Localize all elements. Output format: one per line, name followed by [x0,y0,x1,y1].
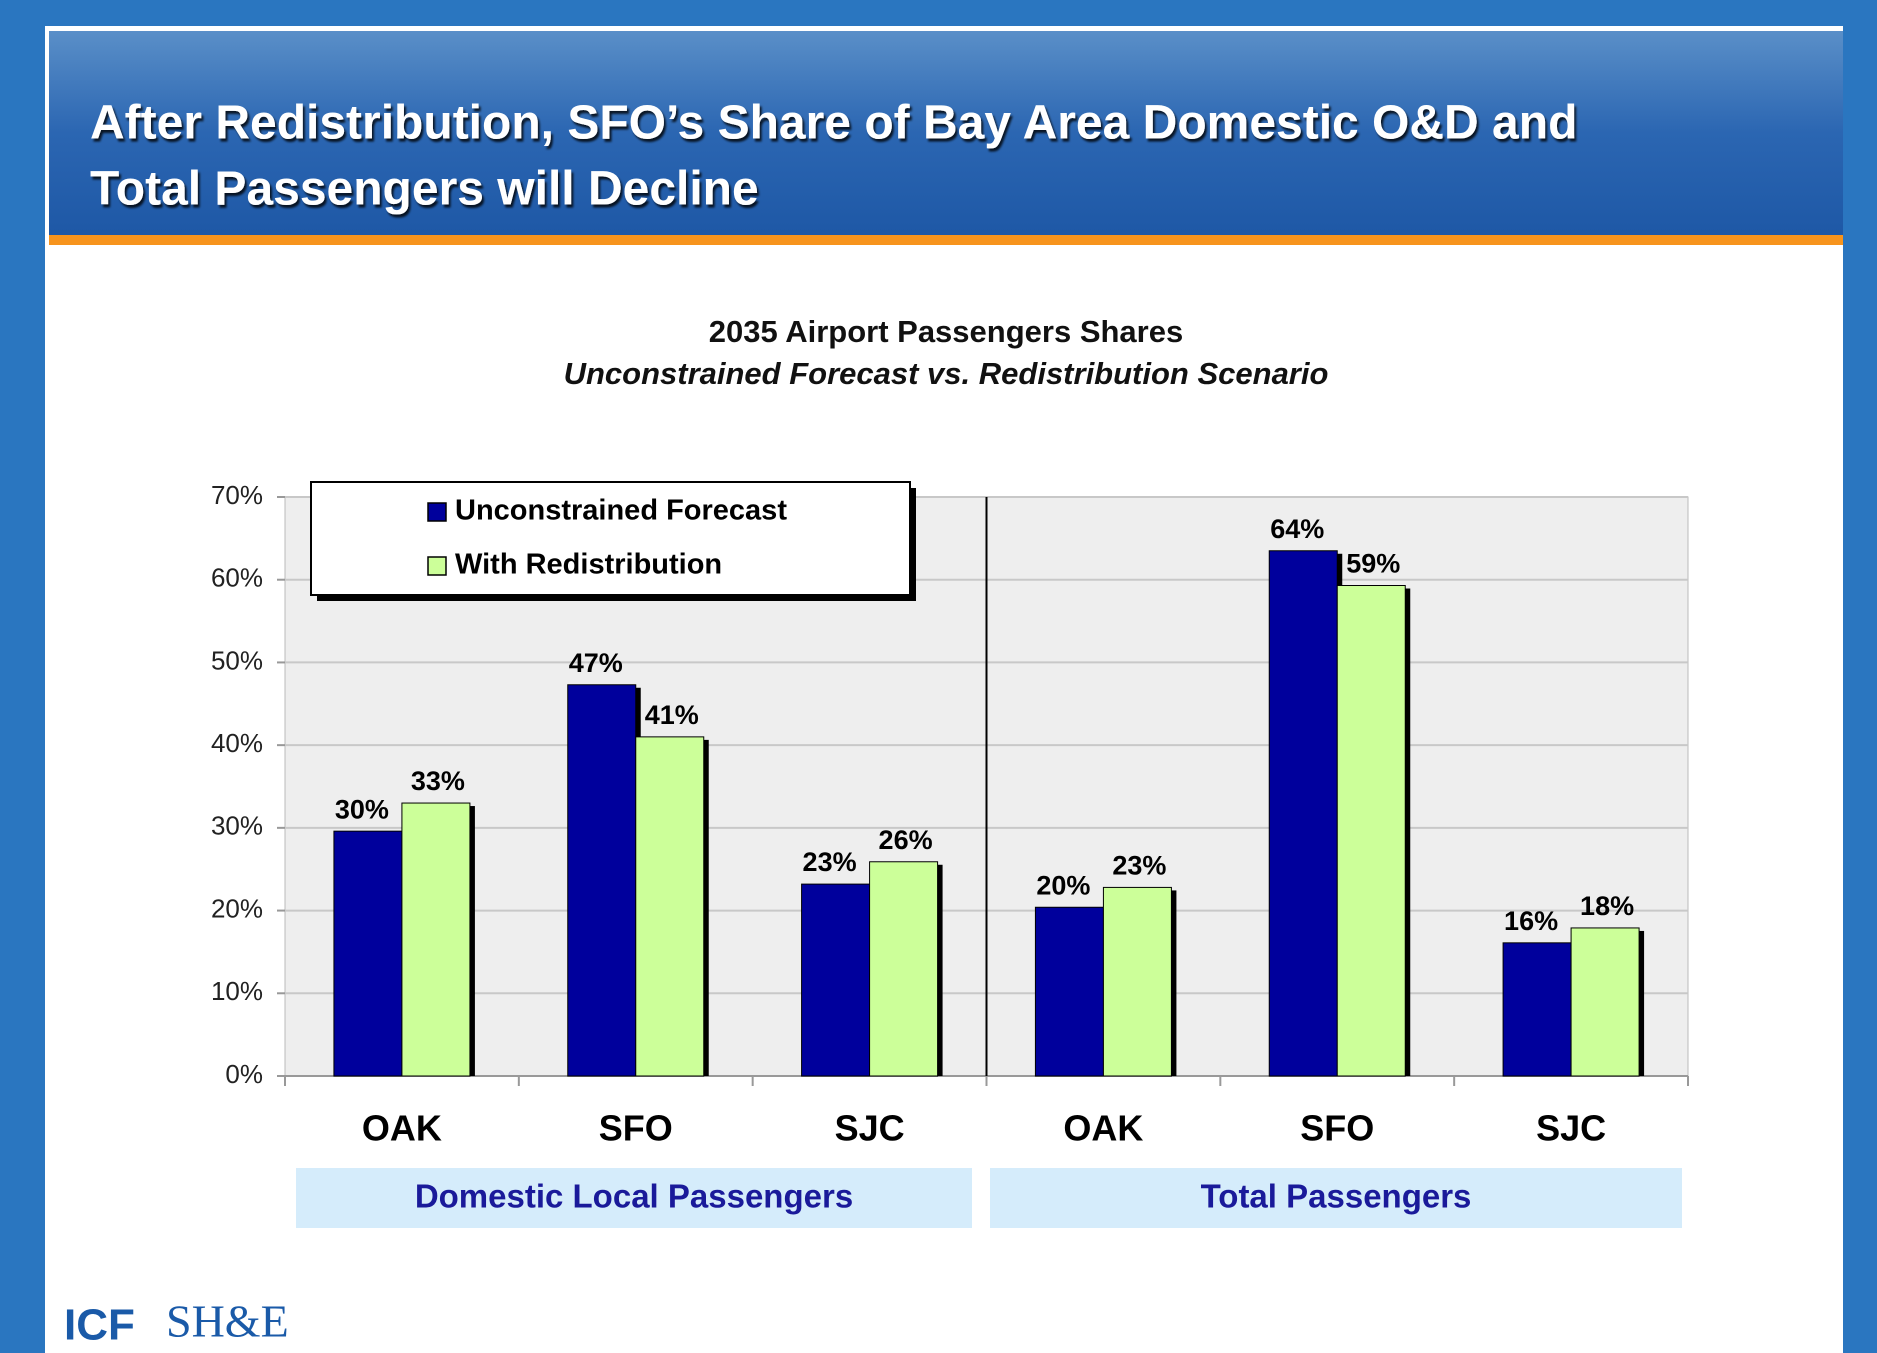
bar [401,802,471,1077]
y-tick-label: 10% [211,976,263,1006]
bar [635,736,705,1077]
bar [1570,927,1640,1077]
value-label: 64% [1270,514,1324,544]
bar [1502,942,1572,1077]
x-tick-label: SJC [835,1108,905,1149]
logo: SH&E [166,1296,289,1347]
legend-marker [427,502,447,522]
bar [567,684,637,1077]
header-title: Total Passengers will Decline [90,163,759,216]
bar [1268,550,1338,1077]
value-label: 23% [1112,851,1166,881]
x-tick-label: OAK [1063,1108,1143,1149]
value-label: 33% [411,766,465,796]
header-stripe [49,235,1843,245]
value-label: 16% [1504,906,1558,936]
value-label: 23% [803,847,857,877]
value-label: 18% [1580,891,1634,921]
y-tick-label: 40% [211,728,263,758]
bar [869,861,939,1077]
bar [801,883,871,1077]
value-label: 59% [1346,549,1400,579]
logo: ICF [64,1301,135,1350]
value-label: 47% [569,648,623,678]
x-tick-label: OAK [362,1108,442,1149]
group-box [296,1168,972,1228]
value-label: 20% [1036,870,1090,900]
legend-marker [427,556,447,576]
value-label: 30% [335,794,389,824]
x-tick-label: SFO [1300,1108,1374,1149]
y-tick-label: 30% [211,811,263,841]
y-tick-label: 20% [211,893,263,923]
group-label: Domestic Local Passengers [415,1178,853,1215]
legend [310,481,911,596]
legend-label: Unconstrained Forecast [455,495,787,527]
bar [1034,906,1104,1077]
y-tick-label: 50% [211,645,263,675]
y-tick-label: 70% [211,480,263,510]
plot: 0% 10% 20% 30% 40% 50% 60% 70% OAK 30% 33% SFO 47% 41… [211,480,1689,1228]
y-tick-label: 60% [211,563,263,593]
x-tick-label: SFO [599,1108,673,1149]
legend-label: With Redistribution [455,549,722,581]
header-banner [49,31,1843,235]
bar [333,830,403,1077]
header-title: After Redistribution, SFO’s Share of Bay… [90,97,1577,150]
chart-title: 2035 Airport Passengers Shares [709,314,1183,349]
group-label: Total Passengers [1201,1178,1472,1215]
bar [1102,886,1172,1077]
y-tick-label: 0% [225,1059,263,1089]
x-tick-label: SJC [1536,1108,1606,1149]
chart-subtitle: Unconstrained Forecast vs. Redistributio… [564,356,1329,391]
value-label: 41% [645,700,699,730]
value-label: 26% [879,825,933,855]
bar [1336,585,1406,1077]
group-box [990,1168,1682,1228]
